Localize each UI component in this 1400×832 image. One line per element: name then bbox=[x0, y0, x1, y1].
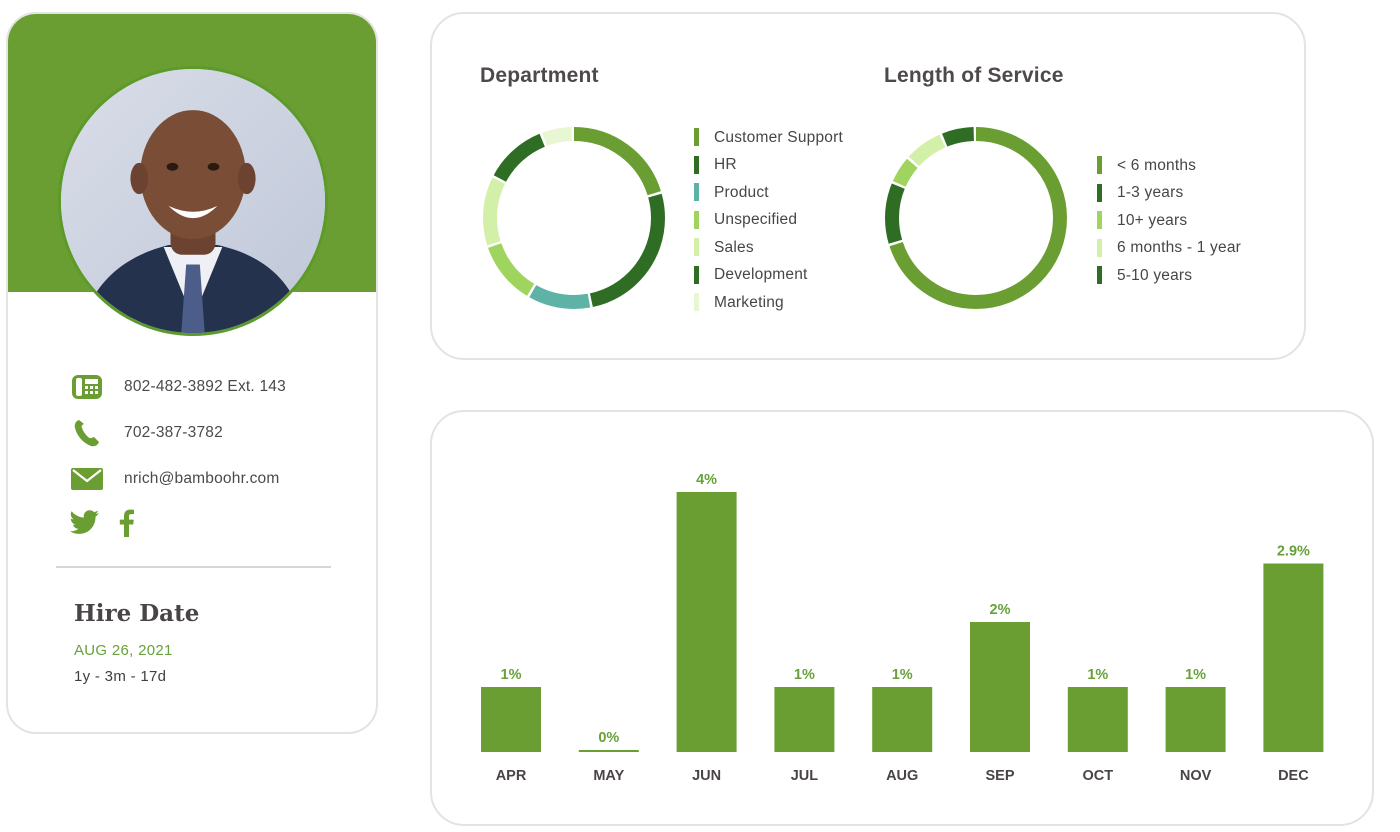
legend-swatch bbox=[694, 210, 699, 229]
legend-swatch bbox=[694, 293, 699, 311]
x-axis-tick-label: NOV bbox=[1180, 768, 1212, 784]
bar-may[interactable] bbox=[578, 750, 639, 752]
legend-swatch bbox=[1097, 266, 1102, 284]
bar-dec[interactable] bbox=[1263, 563, 1324, 753]
email-row[interactable]: nrich@bamboohr.com bbox=[70, 462, 279, 496]
legend-swatch bbox=[694, 155, 699, 174]
department-slice-1[interactable] bbox=[483, 127, 665, 309]
avatar bbox=[58, 66, 328, 336]
facebook-icon[interactable] bbox=[112, 508, 142, 538]
legend-item[interactable]: Marketing bbox=[694, 289, 843, 317]
legend-item[interactable]: 10+ years bbox=[1097, 207, 1241, 235]
department-title: Department bbox=[480, 64, 599, 87]
hire-tenure-value: 1y - 3m - 17d bbox=[74, 668, 167, 685]
legend-item[interactable]: Customer Support bbox=[694, 124, 843, 152]
bar-value-label: 2% bbox=[990, 602, 1011, 618]
legend-item[interactable]: Sales bbox=[694, 234, 843, 262]
legend-label: 1-3 years bbox=[1117, 184, 1184, 202]
desk-phone-icon bbox=[70, 370, 104, 404]
bar-value-label: 1% bbox=[892, 667, 913, 683]
length-of-service-legend: < 6 months 1-3 years 10+ years 6 months - 1… bbox=[1097, 152, 1241, 290]
legend-label: Marketing bbox=[714, 293, 784, 311]
legend-swatch bbox=[694, 128, 699, 146]
legend-label: < 6 months bbox=[1117, 156, 1197, 174]
legend-item[interactable]: HR bbox=[694, 152, 843, 180]
legend-swatch bbox=[694, 238, 699, 256]
bar-value-label: 2.9% bbox=[1277, 544, 1310, 560]
length-of-service-title: Length of Service bbox=[884, 64, 1064, 87]
bar-nov[interactable] bbox=[1165, 687, 1226, 752]
bar-sep[interactable] bbox=[970, 622, 1030, 752]
legend-label: Sales bbox=[714, 238, 754, 256]
hire-date-value: AUG 26, 2021 bbox=[74, 642, 173, 659]
legend-label: 6 months - 1 year bbox=[1117, 239, 1242, 257]
legend-item[interactable]: 1-3 years bbox=[1097, 180, 1241, 208]
avatar-image bbox=[61, 69, 325, 333]
mobile-phone-row[interactable]: 702-387-3782 bbox=[70, 416, 223, 450]
length-of-service-donut-chart bbox=[885, 127, 1067, 309]
bar-jun[interactable] bbox=[676, 492, 737, 752]
bar-value-label: 1% bbox=[1087, 667, 1108, 683]
legend-label: Customer Support bbox=[714, 128, 843, 146]
length-of-service-slice-0[interactable] bbox=[885, 127, 1067, 309]
bar-oct[interactable] bbox=[1067, 687, 1128, 752]
hire-date-title: Hire Date bbox=[74, 600, 200, 627]
bar-value-label: 1% bbox=[794, 667, 815, 683]
x-axis-tick-label: APR bbox=[496, 768, 527, 784]
legend-swatch bbox=[694, 183, 699, 201]
donut-charts-card: Department Customer Support HR Product Unsp… bbox=[430, 12, 1306, 360]
legend-swatch bbox=[694, 265, 699, 284]
social-links bbox=[70, 508, 142, 538]
profile-card: 802-482-3892 Ext. 143 702-387-3782 nrich… bbox=[6, 12, 378, 734]
bar-apr[interactable] bbox=[481, 687, 541, 752]
legend-swatch bbox=[1097, 183, 1102, 202]
monthly-bar-chart: 1% APR 0% MAY 4% JUN 1% JUL 1% AUG 2% SEP 1% OCT 1% NOV… bbox=[481, 472, 1324, 784]
length-of-service-slice-1[interactable] bbox=[885, 127, 1067, 309]
legend-swatch bbox=[1097, 156, 1102, 174]
legend-item[interactable]: Unspecified bbox=[694, 207, 843, 235]
department-slice-4[interactable] bbox=[483, 127, 665, 309]
office-phone-value[interactable]: 802-482-3892 Ext. 143 bbox=[124, 378, 286, 395]
legend-item[interactable]: < 6 months bbox=[1097, 152, 1241, 180]
legend-label: Development bbox=[714, 266, 808, 284]
legend-item[interactable]: 6 months - 1 year bbox=[1097, 235, 1241, 263]
office-phone-row[interactable]: 802-482-3892 Ext. 143 bbox=[70, 370, 286, 404]
phone-icon bbox=[70, 416, 104, 450]
x-axis-tick-label: SEP bbox=[985, 768, 1014, 784]
bar-value-label: 1% bbox=[501, 667, 522, 683]
divider bbox=[56, 566, 331, 568]
email-value[interactable]: nrich@bamboohr.com bbox=[124, 470, 280, 487]
bar-value-label: 4% bbox=[696, 472, 717, 488]
x-axis-tick-label: AUG bbox=[886, 768, 918, 784]
legend-item[interactable]: 5-10 years bbox=[1097, 262, 1241, 290]
department-slice-0[interactable] bbox=[483, 127, 665, 309]
legend-item[interactable]: Product bbox=[694, 179, 843, 207]
bar-chart-card: 1% APR 0% MAY 4% JUN 1% JUL 1% AUG 2% SEP 1% OCT 1% NOV… bbox=[430, 410, 1374, 826]
department-legend: Customer Support HR Product Unspecified Sale… bbox=[694, 124, 843, 317]
x-axis-tick-label: MAY bbox=[593, 768, 624, 784]
bar-value-label: 0% bbox=[598, 730, 619, 746]
legend-label: Unspecified bbox=[714, 211, 798, 229]
mobile-phone-value[interactable]: 702-387-3782 bbox=[124, 424, 223, 441]
bar-aug[interactable] bbox=[872, 687, 933, 752]
legend-item[interactable]: Development bbox=[694, 262, 843, 290]
legend-swatch bbox=[1097, 211, 1102, 229]
bar-jul[interactable] bbox=[774, 687, 835, 752]
mail-icon bbox=[70, 462, 104, 496]
x-axis-tick-label: JUL bbox=[791, 768, 819, 784]
department-donut-chart bbox=[483, 127, 665, 309]
x-axis-tick-label: JUN bbox=[692, 768, 721, 784]
bar-value-label: 1% bbox=[1185, 667, 1206, 683]
legend-label: HR bbox=[714, 156, 737, 174]
legend-label: 10+ years bbox=[1117, 211, 1188, 229]
twitter-icon[interactable] bbox=[70, 508, 100, 538]
x-axis-tick-label: DEC bbox=[1278, 768, 1309, 784]
legend-label: Product bbox=[714, 183, 769, 201]
legend-swatch bbox=[1097, 238, 1102, 257]
department-slice-2[interactable] bbox=[483, 127, 665, 309]
x-axis-tick-label: OCT bbox=[1082, 768, 1113, 784]
legend-label: 5-10 years bbox=[1117, 266, 1193, 284]
